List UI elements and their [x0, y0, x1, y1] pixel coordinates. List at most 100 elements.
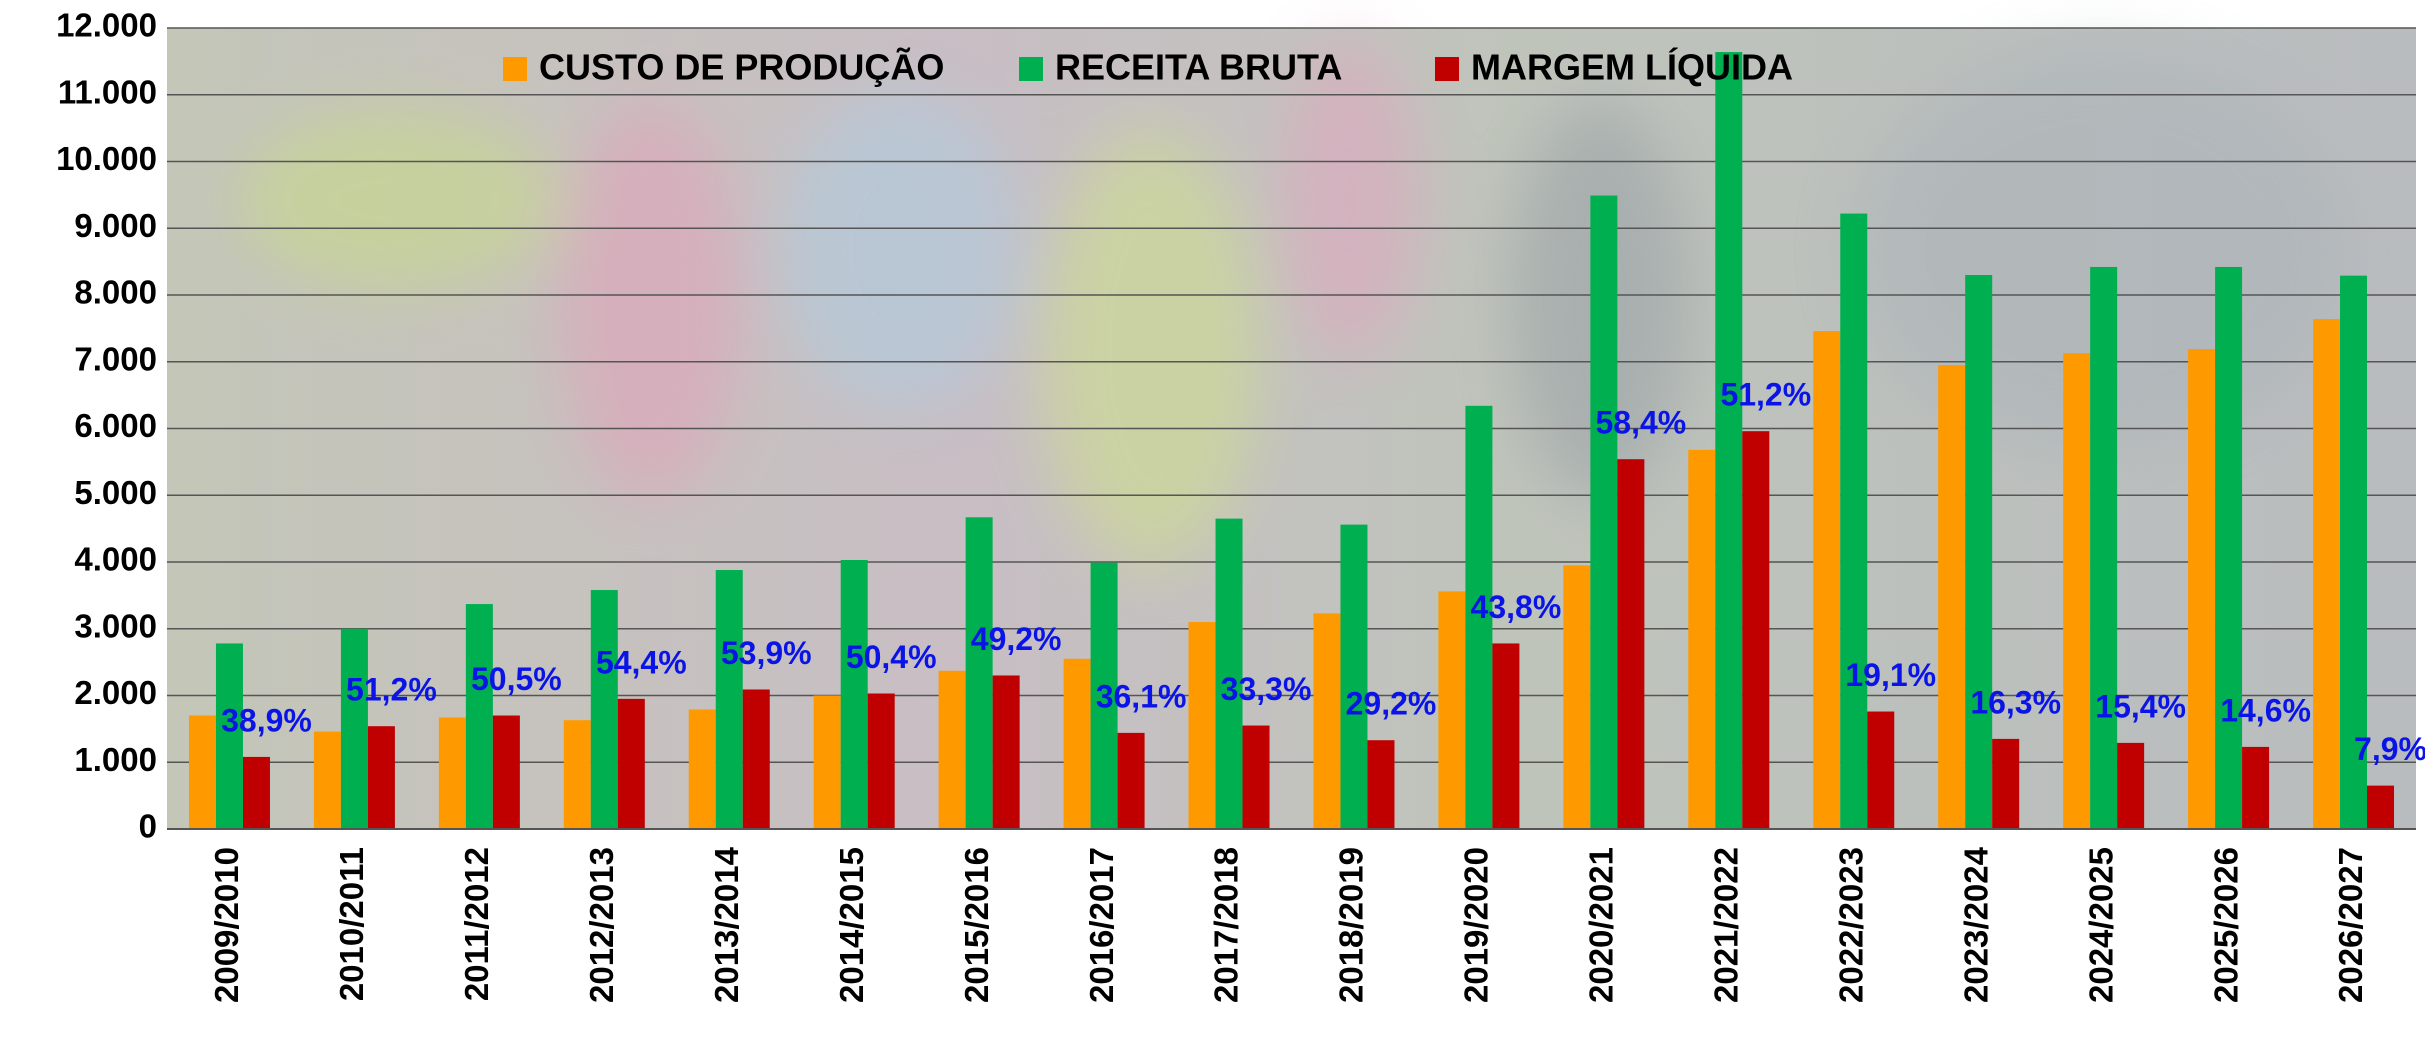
x-tick-label: 2016/2017 — [1083, 847, 1120, 1003]
margin-label: 19,1% — [1845, 657, 1936, 693]
bar — [438, 717, 466, 829]
x-tick-label: 2019/2020 — [1458, 847, 1495, 1003]
bar — [617, 698, 645, 829]
y-tick-label: 1.000 — [74, 741, 157, 778]
bar — [840, 559, 868, 829]
bar — [1117, 732, 1145, 829]
bar — [688, 709, 716, 829]
bar — [1063, 658, 1091, 829]
margin-label: 49,2% — [971, 621, 1062, 657]
bar — [367, 726, 395, 829]
bar — [1242, 725, 1270, 829]
bar — [2313, 319, 2341, 829]
margin-label: 7,9% — [2354, 731, 2425, 767]
bar — [938, 670, 966, 829]
x-tick-label: 2013/2014 — [708, 846, 745, 1003]
bar — [2117, 742, 2145, 829]
x-tick-label: 2024/2025 — [2082, 847, 2119, 1003]
margin-label: 50,4% — [846, 639, 937, 675]
margin-label: 54,4% — [596, 644, 687, 680]
y-tick-label: 4.000 — [74, 541, 157, 578]
legend-swatch — [1435, 57, 1459, 81]
bar — [242, 756, 270, 829]
bar — [1742, 431, 1770, 829]
bar — [492, 715, 520, 829]
bar — [1965, 274, 1993, 830]
margin-label: 38,9% — [221, 702, 312, 738]
y-tick-label: 10.000 — [56, 140, 157, 177]
legend-label: RECEITA BRUTA — [1055, 47, 1342, 88]
margin-label: 36,1% — [1096, 678, 1187, 714]
bar — [590, 590, 618, 829]
x-tick-label: 2010/2011 — [333, 847, 370, 1001]
margin-label: 14,6% — [2220, 692, 2311, 728]
bar — [2367, 785, 2395, 829]
x-tick-label: 2017/2018 — [1208, 847, 1245, 1003]
bar — [188, 715, 216, 829]
margin-label: 50,5% — [471, 661, 562, 697]
bar — [1813, 331, 1841, 829]
margin-label: 51,2% — [346, 672, 437, 708]
y-tick-label: 0 — [139, 808, 157, 845]
bar — [313, 731, 341, 829]
bar — [813, 695, 841, 829]
bar — [1438, 591, 1466, 829]
x-tick-label: 2012/2013 — [583, 847, 620, 1003]
bar — [965, 517, 993, 829]
legend-label: MARGEM LÍQUIDA — [1471, 47, 1793, 88]
bar — [1715, 52, 1743, 829]
y-tick-label: 11.000 — [58, 73, 157, 110]
margin-label: 53,9% — [721, 635, 812, 671]
legend-swatch — [1019, 57, 1043, 81]
x-tick-label: 2018/2019 — [1333, 847, 1370, 1003]
bar — [1992, 738, 2020, 829]
x-tick-label: 2011/2012 — [458, 847, 495, 1001]
legend: CUSTO DE PRODUÇÃO RECEITA BRUTA MARGEM LÍQ… — [503, 46, 1793, 88]
bar — [2340, 275, 2368, 830]
margin-label: 58,4% — [1595, 405, 1686, 441]
x-tick-label: 2014/2015 — [833, 847, 870, 1003]
bar — [715, 570, 743, 829]
bar — [1938, 365, 1966, 829]
x-tick-label: 2009/2010 — [208, 847, 245, 1003]
x-tick-label: 2022/2023 — [1832, 847, 1869, 1003]
y-tick-label: 5.000 — [74, 474, 157, 511]
bar — [1867, 711, 1895, 829]
y-tick-label: 7.000 — [74, 340, 157, 377]
bar — [2090, 266, 2118, 830]
bar — [2063, 353, 2091, 829]
x-tick-label: 2025/2026 — [2207, 847, 2244, 1003]
x-tick-label: 2021/2022 — [1708, 847, 1745, 1003]
y-tick-label: 12.000 — [56, 7, 157, 44]
bar — [1367, 740, 1395, 829]
y-tick-label: 9.000 — [74, 207, 157, 244]
margin-label: 29,2% — [1346, 686, 1437, 722]
margin-label: 33,3% — [1221, 671, 1312, 707]
margin-label: 43,8% — [1471, 589, 1562, 625]
bar — [1840, 213, 1868, 829]
bar — [1492, 643, 1520, 829]
x-tick-label: 2026/2027 — [2332, 847, 2369, 1003]
bar — [465, 604, 493, 829]
x-tick-label: 2015/2016 — [958, 847, 995, 1003]
bar — [992, 675, 1020, 829]
y-tick-label: 8.000 — [74, 274, 157, 311]
bar — [1215, 518, 1243, 829]
bar — [563, 720, 591, 829]
bar — [1617, 459, 1645, 829]
legend-swatch — [503, 57, 527, 81]
y-tick-label: 2.000 — [74, 674, 157, 711]
bar — [742, 689, 770, 829]
bar — [2215, 266, 2243, 830]
margin-label: 51,2% — [1720, 377, 1811, 413]
x-tick-label: 2020/2021 — [1583, 847, 1620, 1003]
margin-label: 15,4% — [2095, 688, 2186, 724]
bar — [1340, 524, 1368, 829]
bar — [867, 693, 895, 829]
bar — [215, 643, 243, 829]
bar — [2242, 746, 2270, 829]
bar — [1313, 613, 1341, 829]
legend-label: CUSTO DE PRODUÇÃO — [539, 46, 944, 88]
margin-label: 16,3% — [1970, 684, 2061, 720]
